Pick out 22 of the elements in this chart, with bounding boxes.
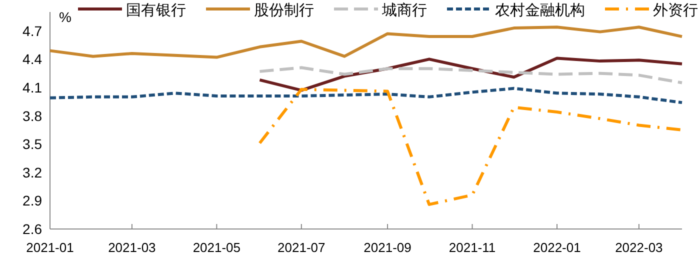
y-tick-label: 2.6 [22, 221, 42, 237]
legend-label: 农村金融机构 [495, 2, 585, 19]
legend-label: 外资行 [653, 2, 698, 19]
y-tick-label: 4.1 [22, 79, 42, 96]
y-tick-label: 3.2 [22, 164, 42, 180]
y-tick-label: 2.9 [22, 192, 42, 209]
x-tick-label: 2022-01 [533, 240, 581, 255]
x-tick-label: 2021-09 [364, 240, 412, 255]
y-axis-title: % [59, 9, 72, 25]
y-tick-label: 4.4 [22, 51, 42, 68]
x-tick-label: 2021-07 [278, 240, 326, 255]
legend-label: 城商行 [381, 2, 427, 19]
y-tick-label: 3.5 [22, 136, 42, 152]
x-tick-label: 2022-03 [615, 240, 663, 255]
x-tick-label: 2021-11 [448, 240, 496, 255]
x-tick-label: 2021-01 [26, 240, 74, 255]
y-tick-label: 4.7 [22, 22, 42, 39]
legend-label: 国有银行 [126, 2, 186, 19]
x-tick-label: 2021-03 [108, 240, 156, 255]
y-tick-label: 3.8 [22, 108, 42, 124]
x-tick-label: 2021-05 [192, 240, 241, 255]
legend-label: 股份制行 [254, 2, 314, 19]
